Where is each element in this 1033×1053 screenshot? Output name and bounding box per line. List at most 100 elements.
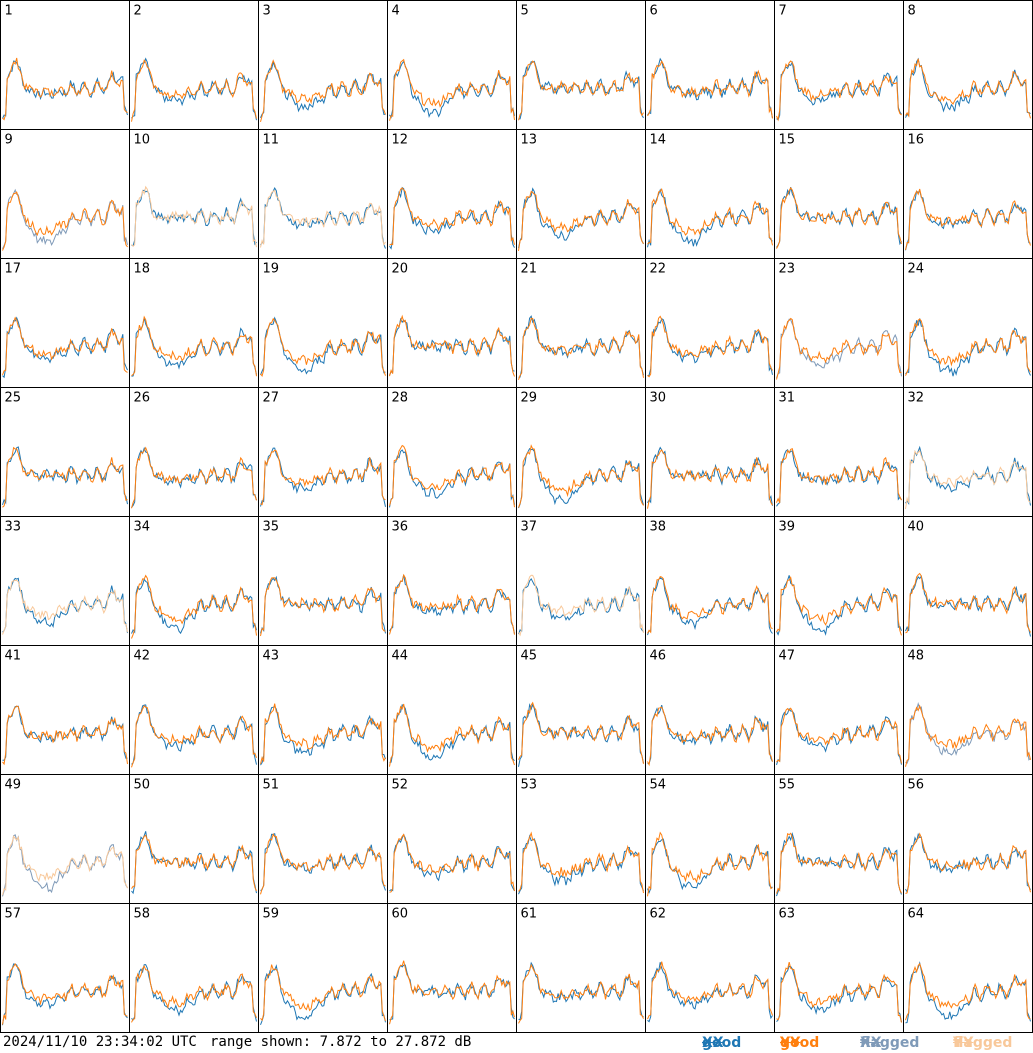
panel-label: 50 <box>134 778 151 793</box>
yy-line <box>2 835 128 896</box>
xx-line <box>2 316 128 379</box>
panel-frame <box>387 129 517 259</box>
yy-line <box>260 577 386 637</box>
panel-label: 19 <box>263 262 280 277</box>
timestamp: 2024/11/10 23:34:02 UTC <box>3 1034 197 1050</box>
panel-frame <box>903 387 1033 517</box>
yy-line <box>2 446 128 508</box>
panel-label: 15 <box>779 133 796 148</box>
xx-line <box>2 188 128 250</box>
yy-line <box>518 831 644 894</box>
panel-label: 13 <box>521 133 538 148</box>
panel-frame <box>903 903 1033 1033</box>
panel-11: 11 <box>258 129 388 259</box>
panel-4: 4 <box>387 0 517 130</box>
panel-label: 37 <box>521 520 538 535</box>
yy-line <box>905 572 1031 634</box>
xx-line <box>389 833 515 892</box>
panel-label: 40 <box>908 520 925 535</box>
panel-27: 27 <box>258 387 388 517</box>
panel-label: 31 <box>779 391 796 406</box>
xx-line <box>518 577 644 635</box>
panel-label: 61 <box>521 907 538 922</box>
panel-21: 21 <box>516 258 646 388</box>
yy-line <box>389 573 515 635</box>
panel-label: 27 <box>263 391 280 406</box>
panel-frame <box>645 516 775 646</box>
panel-frame <box>903 129 1033 259</box>
xx-line <box>647 188 773 248</box>
xx-line <box>131 704 257 765</box>
panel-label: 17 <box>5 262 22 277</box>
yy-line <box>389 187 515 246</box>
xx-line <box>260 447 386 508</box>
yy-line <box>260 317 386 378</box>
panel-20: 20 <box>387 258 517 388</box>
panel-43: 43 <box>258 645 388 775</box>
panel-frame <box>774 258 904 388</box>
panel-label: 46 <box>650 649 667 664</box>
yy-line <box>389 703 515 767</box>
panel-label: 47 <box>779 649 796 664</box>
panel-frame <box>516 129 646 259</box>
panel-3: 3 <box>258 0 388 130</box>
panel-54: 54 <box>645 774 775 904</box>
yy-line <box>260 964 386 1022</box>
yy-line <box>905 58 1031 119</box>
xx-line <box>776 186 902 248</box>
panel-16: 16 <box>903 129 1033 259</box>
panel-52: 52 <box>387 774 517 904</box>
panel-label: 53 <box>521 778 538 793</box>
panel-10: 10 <box>129 129 259 259</box>
yy-line <box>905 318 1031 376</box>
yy-line <box>776 186 902 249</box>
yy-line <box>2 191 128 251</box>
panel-frame <box>516 516 646 646</box>
panel-label: 9 <box>5 133 13 148</box>
xx-line <box>389 574 515 634</box>
panel-label: 59 <box>263 907 280 922</box>
panel-frame <box>774 645 904 775</box>
panel-label: 42 <box>134 649 151 664</box>
xx-line <box>131 964 257 1022</box>
panel-frame <box>903 645 1033 775</box>
xx-line <box>131 831 257 895</box>
panel-frame <box>516 903 646 1033</box>
panel-label: 34 <box>134 520 151 535</box>
panel-frame <box>129 387 259 517</box>
xx-line <box>260 186 386 249</box>
panel-label: 36 <box>392 520 409 535</box>
panel-label: 60 <box>392 907 409 922</box>
panel-label: 6 <box>650 4 658 19</box>
yy-line <box>905 449 1031 510</box>
panel-frame <box>645 903 775 1033</box>
panel-frame <box>774 387 904 517</box>
xx-line <box>776 318 902 379</box>
yy-line <box>518 317 644 380</box>
panel-53: 53 <box>516 774 646 904</box>
panel-6: 6 <box>645 0 775 130</box>
panel-label: 30 <box>650 391 667 406</box>
panel-label: 35 <box>263 520 280 535</box>
panel-34: 34 <box>129 516 259 646</box>
panel-51: 51 <box>258 774 388 904</box>
panel-label: 62 <box>650 907 667 922</box>
panel-32: 32 <box>903 387 1033 517</box>
yy-line <box>131 59 257 122</box>
xx-line <box>518 702 644 767</box>
panel-50: 50 <box>129 774 259 904</box>
yy-line <box>518 963 644 1024</box>
xx-line <box>131 578 257 635</box>
xx-line <box>389 186 515 250</box>
panel-frame <box>387 903 517 1033</box>
panel-frame <box>129 0 259 130</box>
panel-label: 49 <box>5 778 22 793</box>
yy-line <box>776 707 902 764</box>
yy-line <box>647 188 773 246</box>
panel-frame <box>258 387 388 517</box>
yy-line <box>260 189 386 248</box>
panel-frame <box>774 903 904 1033</box>
panel-label: 56 <box>908 778 925 793</box>
panel-label: 51 <box>263 778 280 793</box>
panel-15: 15 <box>774 129 904 259</box>
